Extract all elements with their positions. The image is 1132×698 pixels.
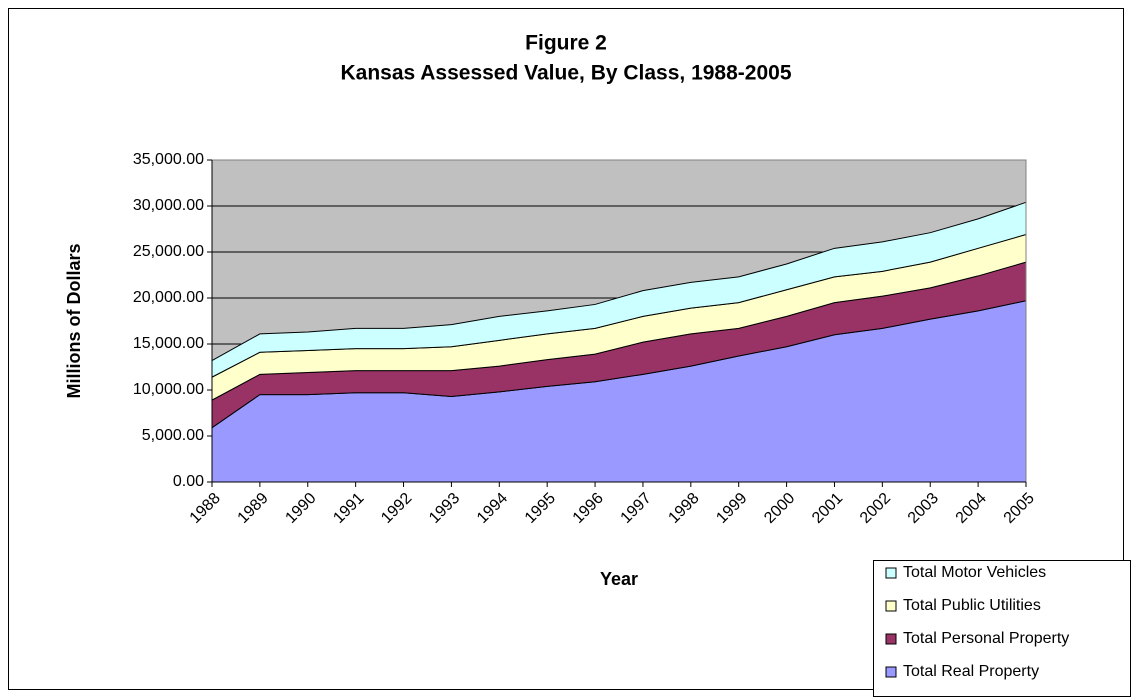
y-tick-label: 0.00: [173, 473, 204, 490]
legend-box: [873, 560, 1131, 697]
chart-title: Figure 2: [525, 32, 607, 55]
y-axis-title: Millions of Dollars: [64, 243, 84, 398]
y-tick-label: 20,000.00: [133, 289, 204, 306]
legend-label: Total Real Property: [903, 663, 1039, 680]
y-tick-label: 35,000.00: [133, 151, 204, 168]
legend-label: Total Public Utilities: [903, 597, 1041, 614]
legend-swatch: [885, 567, 897, 579]
x-axis-title: Year: [600, 569, 638, 589]
y-tick-label: 10,000.00: [133, 381, 204, 398]
legend-label: Total Motor Vehicles: [903, 564, 1046, 581]
y-tick-label: 25,000.00: [133, 243, 204, 260]
legend-swatch: [885, 600, 897, 612]
legend-swatch: [885, 666, 897, 678]
legend-swatch: [885, 633, 897, 645]
y-tick-label: 5,000.00: [142, 427, 204, 444]
y-tick-label: 30,000.00: [133, 197, 204, 214]
legend-label: Total Personal Property: [903, 630, 1069, 647]
y-tick-label: 15,000.00: [133, 335, 204, 352]
chart-subtitle: Kansas Assessed Value, By Class, 1988-20…: [340, 62, 791, 85]
legend: Total Motor Vehicles Total Public Utiliti…: [873, 560, 1131, 697]
